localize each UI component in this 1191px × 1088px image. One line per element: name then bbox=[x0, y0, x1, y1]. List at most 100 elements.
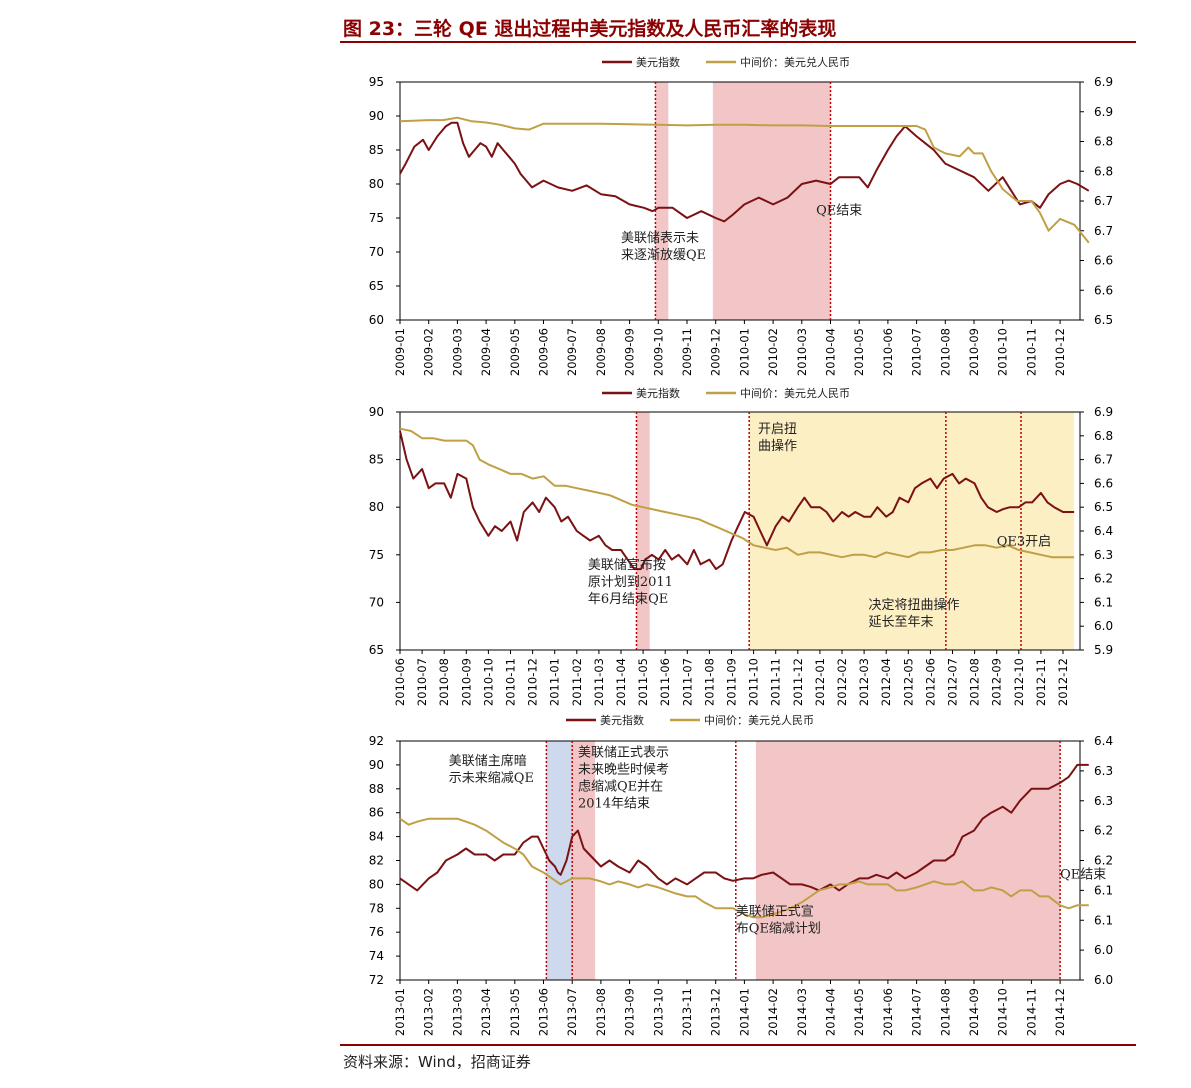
x-tick-label: 2013-12 bbox=[709, 988, 723, 1036]
annotation-b4: QE3开启 bbox=[997, 534, 1051, 549]
y-right-tick-label: 6.0 bbox=[1094, 619, 1113, 633]
y-right-tick-label: 6.9 bbox=[1094, 75, 1113, 89]
x-tick-label: 2010-05 bbox=[852, 328, 866, 376]
title-rule bbox=[340, 41, 1136, 43]
y-right-tick-label: 6.5 bbox=[1094, 500, 1113, 514]
source-rule bbox=[340, 1044, 1136, 1046]
annotation-line: 布QE缩减计划 bbox=[736, 920, 821, 936]
y-right-tick-label: 6.2 bbox=[1094, 572, 1113, 586]
y-left-tick-label: 90 bbox=[369, 405, 384, 419]
x-tick-label: 2011-03 bbox=[592, 658, 606, 706]
y-right-tick-label: 6.1 bbox=[1094, 883, 1113, 897]
x-tick-label: 2009-06 bbox=[537, 328, 551, 376]
y-left-tick-label: 80 bbox=[369, 500, 384, 514]
x-tick-label: 2014-11 bbox=[1024, 988, 1038, 1036]
annotation-c4: QE结束 bbox=[1060, 867, 1106, 882]
x-tick-label: 2013-01 bbox=[393, 988, 407, 1036]
x-tick-label: 2010-10 bbox=[996, 328, 1010, 376]
x-tick-label: 2010-09 bbox=[967, 328, 981, 376]
y-left-tick-label: 85 bbox=[369, 143, 384, 157]
x-tick-label: 2010-04 bbox=[824, 328, 838, 376]
y-left-tick-label: 75 bbox=[369, 548, 384, 562]
y-left-tick-label: 85 bbox=[369, 453, 384, 467]
y-right-tick-label: 6.4 bbox=[1094, 524, 1113, 538]
x-tick-label: 2010-12 bbox=[526, 658, 540, 706]
y-right-tick-label: 6.2 bbox=[1094, 824, 1113, 838]
y-right-tick-label: 6.7 bbox=[1094, 224, 1113, 238]
usd-index-line bbox=[399, 121, 1090, 223]
annotation-line: 美联储主席暗 bbox=[449, 753, 527, 769]
x-tick-label: 2011-01 bbox=[548, 658, 562, 706]
annotation-a2: QE结束 bbox=[816, 204, 862, 219]
y-right-tick-label: 6.6 bbox=[1094, 476, 1113, 490]
x-tick-label: 2010-06 bbox=[881, 328, 895, 376]
x-tick-label: 2013-08 bbox=[594, 988, 608, 1036]
x-tick-label: 2012-12 bbox=[1056, 658, 1070, 706]
x-tick-label: 2009-01 bbox=[393, 328, 407, 376]
annotation-line: 年6月结束QE bbox=[588, 592, 668, 607]
annotation-line: 未来晚些时候考 bbox=[578, 763, 669, 778]
x-tick-label: 2013-06 bbox=[537, 988, 551, 1036]
x-tick-label: 2009-05 bbox=[508, 328, 522, 376]
y-left-tick-label: 70 bbox=[369, 245, 384, 259]
usd-index-line bbox=[399, 763, 1089, 892]
y-right-tick-label: 6.7 bbox=[1094, 194, 1113, 208]
x-tick-label: 2012-01 bbox=[813, 658, 827, 706]
source-note: 资料来源：Wind，招商证券 bbox=[343, 1053, 531, 1071]
x-tick-label: 2013-10 bbox=[651, 988, 665, 1036]
x-tick-label: 2013-02 bbox=[422, 988, 436, 1036]
x-tick-label: 2013-09 bbox=[623, 988, 637, 1036]
x-tick-label: 2012-04 bbox=[879, 658, 893, 706]
figure-title: 图 23：三轮 QE 退出过程中美元指数及人民币汇率的表现 bbox=[343, 18, 837, 40]
y-right-tick-label: 6.1 bbox=[1094, 913, 1113, 927]
legend-label-cny: 中间价：美元兑人民币 bbox=[704, 713, 814, 727]
y-left-tick-label: 82 bbox=[369, 854, 384, 868]
x-tick-label: 2010-10 bbox=[481, 658, 495, 706]
y-left-tick-label: 90 bbox=[369, 109, 384, 123]
x-tick-label: 2009-08 bbox=[594, 328, 608, 376]
x-tick-label: 2009-09 bbox=[623, 328, 637, 376]
annotation-line: 延长至年末 bbox=[869, 615, 934, 630]
shaded-period-1 bbox=[636, 412, 650, 650]
x-tick-label: 2012-05 bbox=[901, 658, 915, 706]
y-left-tick-label: 75 bbox=[369, 211, 384, 225]
y-right-tick-label: 6.3 bbox=[1094, 548, 1113, 562]
chart-panel-3: 72 74 76 78 80 82 84 86 88 90 92 6.0 6.0 6.1 6.1 6.2 6.2… bbox=[369, 713, 1113, 1036]
annotation-b3: 决定将扭曲操作延长至年末 bbox=[869, 597, 960, 630]
x-tick-label: 2013-03 bbox=[450, 988, 464, 1036]
y-right-tick-label: 6.9 bbox=[1094, 105, 1113, 119]
annotation-line: QE结束 bbox=[816, 204, 862, 219]
annotation-line: 虑缩减QE并在 bbox=[578, 779, 663, 795]
x-tick-label: 2010-11 bbox=[504, 658, 518, 706]
annotation-c2: 美联储正式表示未来晚些时候考虑缩减QE并在 2014年结束 bbox=[578, 746, 669, 812]
y-left-tick-label: 92 bbox=[369, 734, 384, 748]
usd-index-line bbox=[399, 430, 1075, 571]
y-left-tick-label: 60 bbox=[369, 313, 384, 327]
annotation-line: 2014年结束 bbox=[578, 797, 650, 812]
x-tick-label: 2011-04 bbox=[614, 658, 628, 706]
y-right-tick-label: 6.5 bbox=[1094, 313, 1113, 327]
annotation-a1: 美联储表示未来逐渐放缓QE bbox=[621, 231, 706, 263]
x-tick-label: 2010-06 bbox=[393, 658, 407, 706]
annotation-line: 来逐渐放缓QE bbox=[621, 248, 706, 263]
x-tick-label: 2010-01 bbox=[737, 328, 751, 376]
shaded-period-3 bbox=[755, 741, 1061, 980]
x-tick-label: 2011-08 bbox=[702, 658, 716, 706]
y-right-tick-label: 6.8 bbox=[1094, 429, 1113, 443]
legend-label-usd: 美元指数 bbox=[636, 386, 680, 400]
x-tick-label: 2011-09 bbox=[725, 658, 739, 706]
shaded-period-2 bbox=[572, 741, 596, 980]
x-tick-label: 2011-06 bbox=[658, 658, 672, 706]
annotation-line: 美联储表示未 bbox=[621, 231, 699, 246]
y-left-tick-label: 78 bbox=[369, 901, 384, 915]
y-left-tick-label: 80 bbox=[369, 177, 384, 191]
x-tick-label: 2010-07 bbox=[910, 328, 924, 376]
x-tick-label: 2011-05 bbox=[636, 658, 650, 706]
usdcny-line bbox=[399, 817, 1089, 919]
y-right-tick-label: 6.2 bbox=[1094, 854, 1113, 868]
legend-label-usd: 美元指数 bbox=[636, 55, 680, 69]
shaded-period-1 bbox=[655, 82, 669, 320]
annotation-line: QE3开启 bbox=[997, 534, 1051, 549]
y-left-tick-label: 74 bbox=[369, 949, 384, 963]
